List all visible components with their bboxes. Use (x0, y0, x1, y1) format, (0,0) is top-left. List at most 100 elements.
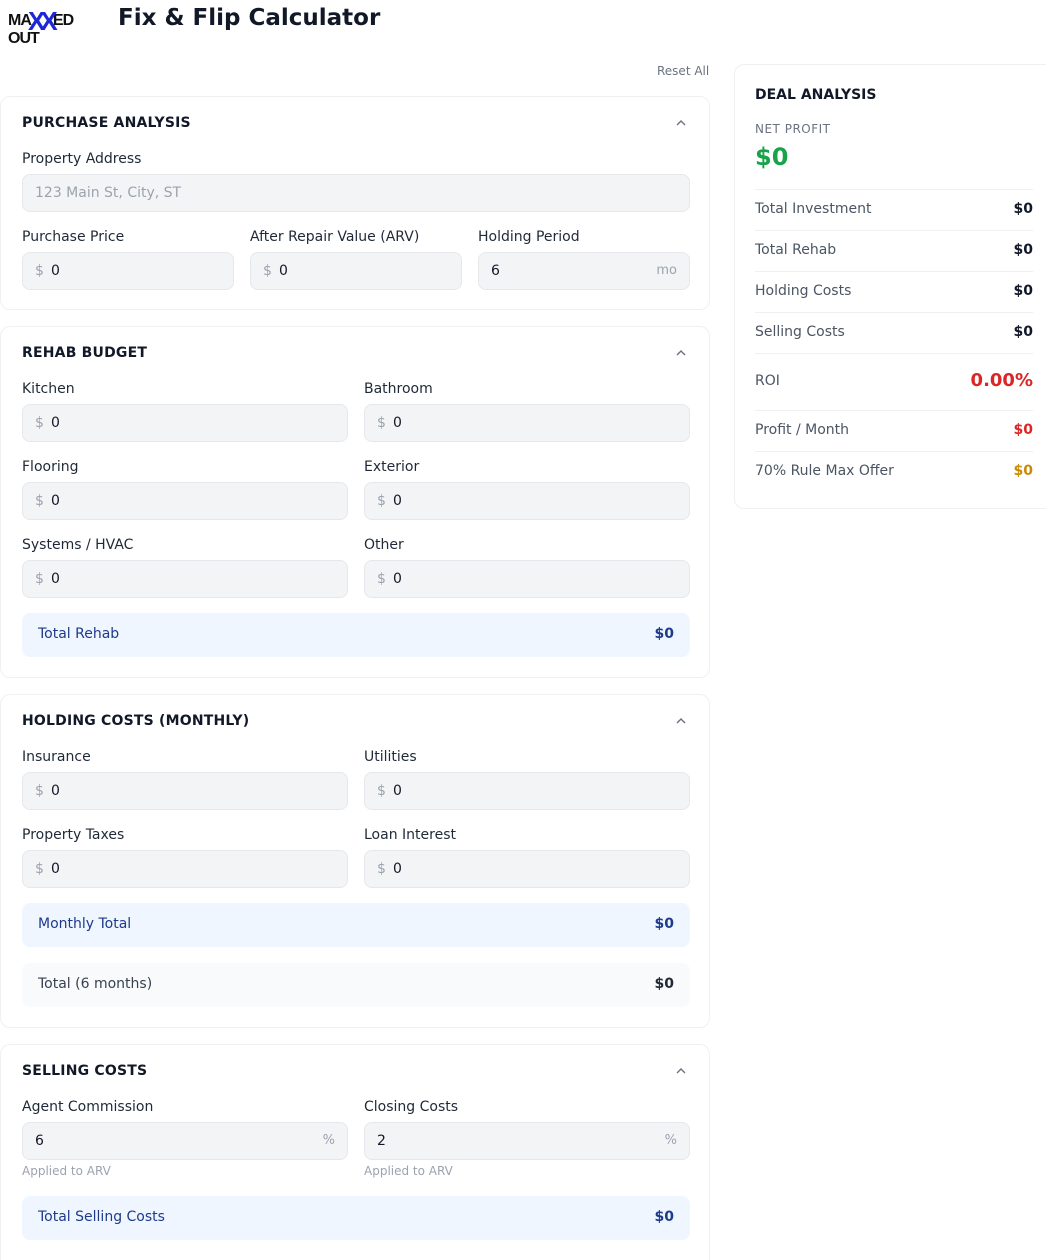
closing-costs-value: 2 (377, 1133, 386, 1149)
percent-suffix: % (664, 1133, 677, 1148)
other-value: 0 (393, 571, 402, 587)
holding-period-label: Holding Period (478, 229, 580, 245)
insurance-label: Insurance (22, 749, 91, 765)
total-rehab-label: Total Rehab (38, 626, 120, 642)
loan-interest-value: 0 (393, 861, 402, 877)
bathroom-value: 0 (393, 415, 402, 431)
utilities-label: Utilities (364, 749, 417, 765)
flooring-label: Flooring (22, 459, 79, 475)
systems-hvac-value: 0 (51, 571, 60, 587)
total-rehab-summary: Total Rehab $0 (22, 613, 690, 657)
property-taxes-value: 0 (51, 861, 60, 877)
chevron-up-icon[interactable] (674, 713, 688, 727)
property-address-placeholder: 123 Main St, City, ST (35, 185, 182, 201)
dollar-prefix: $ (35, 783, 44, 799)
total-rehab-label: Total Rehab (755, 242, 837, 258)
insurance-value: 0 (51, 783, 60, 799)
chevron-up-icon[interactable] (674, 115, 688, 129)
other-label: Other (364, 537, 404, 553)
holding-costs-heading: HOLDING COSTS (MONTHLY) (22, 713, 250, 729)
property-taxes-label: Property Taxes (22, 827, 125, 843)
max-offer-value: $0 (1013, 463, 1033, 479)
selling-costs-row: Selling Costs $0 (755, 312, 1033, 353)
page-title: Fix & Flip Calculator (118, 5, 381, 31)
flooring-input[interactable]: $ 0 (22, 482, 348, 520)
chevron-up-icon[interactable] (674, 345, 688, 359)
dollar-prefix: $ (377, 571, 386, 587)
property-address-label: Property Address (22, 151, 142, 167)
logo-text: MA ED OUT (8, 12, 74, 47)
monthly-total-value: $0 (654, 916, 674, 932)
dollar-prefix: $ (377, 861, 386, 877)
exterior-label: Exterior (364, 459, 420, 475)
maxxed-out-logo[interactable]: MA ED OUT XX (8, 6, 94, 47)
reset-all-button[interactable]: Reset All (657, 64, 710, 78)
property-address-input[interactable]: 123 Main St, City, ST (22, 174, 690, 212)
months-suffix: mo (656, 263, 677, 278)
holding-period-value: 6 (491, 263, 500, 279)
dollar-prefix: $ (35, 493, 44, 509)
max-offer-row: 70% Rule Max Offer $0 (755, 451, 1033, 492)
purchase-price-input[interactable]: $ 0 (22, 252, 234, 290)
net-profit-label: NET PROFIT (755, 122, 831, 136)
closing-costs-input[interactable]: 2 % (364, 1122, 690, 1160)
closing-costs-label: Closing Costs (364, 1099, 459, 1115)
selling-costs-heading: SELLING COSTS (22, 1063, 148, 1079)
total-selling-costs-value: $0 (654, 1209, 674, 1225)
other-input[interactable]: $ 0 (364, 560, 690, 598)
roi-label: ROI (755, 373, 780, 389)
dollar-prefix: $ (35, 571, 44, 587)
purchase-price-label: Purchase Price (22, 229, 125, 245)
systems-hvac-label: Systems / HVAC (22, 537, 134, 553)
property-taxes-input[interactable]: $ 0 (22, 850, 348, 888)
bathroom-label: Bathroom (364, 381, 433, 397)
total-rehab-value: $0 (654, 626, 674, 642)
arv-input[interactable]: $ 0 (250, 252, 462, 290)
rehab-budget-heading: REHAB BUDGET (22, 345, 148, 361)
profit-per-month-label: Profit / Month (755, 422, 850, 438)
agent-commission-value: 6 (35, 1133, 44, 1149)
chevron-up-icon[interactable] (674, 1063, 688, 1077)
selling-costs-label: Selling Costs (755, 324, 845, 340)
roi-value: 0.00% (970, 370, 1033, 391)
loan-interest-input[interactable]: $ 0 (364, 850, 690, 888)
selling-costs-value: $0 (1013, 324, 1033, 340)
agent-commission-label: Agent Commission (22, 1099, 154, 1115)
bathroom-input[interactable]: $ 0 (364, 404, 690, 442)
commission-hint: Applied to ARV (22, 1164, 111, 1178)
holding-costs-row: Holding Costs $0 (755, 271, 1033, 312)
kitchen-input[interactable]: $ 0 (22, 404, 348, 442)
utilities-input[interactable]: $ 0 (364, 772, 690, 810)
loan-interest-label: Loan Interest (364, 827, 456, 843)
dollar-prefix: $ (263, 263, 272, 279)
kitchen-value: 0 (51, 415, 60, 431)
utilities-value: 0 (393, 783, 402, 799)
holding-costs-value: $0 (1013, 283, 1033, 299)
flooring-value: 0 (51, 493, 60, 509)
total-selling-costs-summary: Total Selling Costs $0 (22, 1196, 690, 1240)
total-rehab-row: Total Rehab $0 (755, 230, 1033, 271)
deal-analysis-panel: DEAL ANALYSIS NET PROFIT $0 Total Invest… (734, 64, 1046, 509)
rehab-budget-card: REHAB BUDGET Kitchen $ 0 Bathroom $ 0 Fl… (0, 326, 710, 678)
closing-hint: Applied to ARV (364, 1164, 453, 1178)
systems-hvac-input[interactable]: $ 0 (22, 560, 348, 598)
purchase-analysis-heading: PURCHASE ANALYSIS (22, 115, 191, 131)
purchase-price-value: 0 (51, 263, 60, 279)
percent-suffix: % (322, 1133, 335, 1148)
dollar-prefix: $ (377, 493, 386, 509)
purchase-analysis-card: PURCHASE ANALYSIS Property Address 123 M… (0, 96, 710, 310)
insurance-input[interactable]: $ 0 (22, 772, 348, 810)
arv-value: 0 (279, 263, 288, 279)
app-header: MA ED OUT XX Fix & Flip Calculator (0, 0, 1046, 47)
profit-per-month-value: $0 (1013, 422, 1033, 438)
total-selling-costs-label: Total Selling Costs (38, 1209, 165, 1225)
holding-costs-label: Holding Costs (755, 283, 852, 299)
net-profit-value: $0 (755, 143, 789, 171)
dollar-prefix: $ (377, 415, 386, 431)
deal-analysis-heading: DEAL ANALYSIS (755, 87, 877, 103)
monthly-total-label: Monthly Total (38, 916, 132, 932)
exterior-input[interactable]: $ 0 (364, 482, 690, 520)
profit-per-month-row: Profit / Month $0 (755, 410, 1033, 451)
holding-period-input[interactable]: 6 mo (478, 252, 690, 290)
agent-commission-input[interactable]: 6 % (22, 1122, 348, 1160)
